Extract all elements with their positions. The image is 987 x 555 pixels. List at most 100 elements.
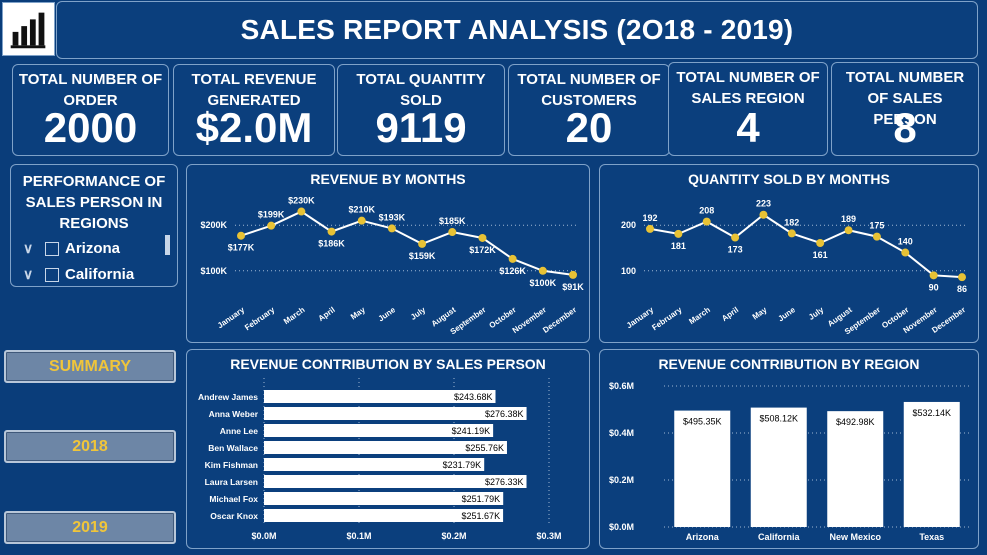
y-tick-label: Anne Lee — [220, 426, 259, 436]
kpi-value: 9119 — [375, 104, 467, 151]
title-bar: SALES REPORT ANALYSIS (2O18 - 2019) — [56, 1, 978, 59]
x-tick-label: December — [541, 305, 578, 335]
data-label: $276.38K — [485, 409, 524, 419]
report-logo-icon — [2, 2, 55, 56]
data-label: $251.67K — [462, 511, 501, 521]
data-point — [958, 273, 966, 282]
data-point — [929, 271, 938, 280]
x-tick-label: $0.2M — [441, 531, 466, 541]
data-label: 140 — [898, 237, 913, 247]
quantity-line-svg: 100200192January181February208March173Ap… — [621, 199, 968, 336]
data-label: $532.14K — [912, 408, 951, 418]
data-label: 175 — [869, 221, 884, 231]
chevron-down-icon[interactable]: ∨ — [23, 240, 34, 256]
y-tick-label: 200 — [621, 220, 636, 230]
y-tick-label: Anna Weber — [209, 409, 259, 419]
data-label: $199K — [258, 210, 285, 220]
kpi-card-salespersons: TOTAL NUMBER OF SALES PERSON 8 — [831, 62, 979, 156]
x-tick-label: July — [807, 305, 826, 322]
data-point — [538, 266, 547, 275]
revenue-by-months-chart: REVENUE BY MONTHS $100K $200K $177K January… — [186, 164, 590, 343]
data-label: $508.12K — [759, 414, 798, 424]
data-label: $193K — [379, 212, 406, 222]
x-tick-label: July — [409, 305, 428, 322]
x-tick-label: May — [751, 305, 769, 322]
data-label: $172K — [469, 245, 496, 255]
slicer-item-california[interactable]: ∨ California — [23, 266, 134, 283]
series-line — [649, 213, 963, 279]
kpi-card-orders: TOTAL NUMBER OF ORDER 2000 — [12, 64, 169, 156]
data-point — [787, 229, 796, 238]
kpi-value: 20 — [565, 104, 613, 151]
chart-title: QUANTITY SOLD BY MONTHS — [688, 171, 890, 187]
data-label: $230K — [288, 196, 315, 206]
data-label: 161 — [813, 250, 828, 260]
data-label: $241.19K — [452, 426, 491, 436]
bar — [903, 401, 960, 527]
data-label: 223 — [756, 199, 771, 209]
data-label: $91K — [562, 282, 584, 292]
kpi-card-regions: TOTAL NUMBER OF SALES REGION 4 — [668, 62, 828, 156]
bar — [827, 411, 884, 527]
kpi-card-customers: TOTAL NUMBER OF CUSTOMERS 20 — [508, 64, 670, 156]
bar — [264, 475, 527, 488]
year-2018-button[interactable]: 2018 — [4, 430, 176, 463]
data-label: $210K — [348, 205, 375, 215]
salesperson-bar-svg: $0.0M $0.1M $0.2M $0.3M Andrew James $243.68K… — [198, 378, 562, 541]
y-tick-label: Andrew James — [198, 392, 258, 402]
data-label: 86 — [957, 284, 967, 294]
data-point — [731, 233, 740, 242]
data-label: $495.35K — [683, 417, 722, 427]
year-2019-button[interactable]: 2019 — [4, 511, 176, 544]
x-tick-label: February — [650, 305, 684, 332]
page-title: SALES REPORT ANALYSIS (2O18 - 2019) — [240, 14, 794, 45]
y-tick-label: Oscar Knox — [210, 511, 258, 521]
kpi-value: 8 — [893, 104, 917, 151]
data-label: $100K — [530, 278, 557, 288]
kpi-value: 4 — [736, 104, 760, 151]
x-tick-label: $0.0M — [251, 531, 276, 541]
summary-button[interactable]: SUMMARY — [4, 350, 176, 383]
data-label: 189 — [841, 214, 856, 224]
data-label: $185K — [439, 216, 466, 226]
data-label: $492.98K — [836, 417, 875, 427]
data-point — [844, 226, 853, 235]
data-point — [357, 216, 366, 225]
kpi-label: TOTAL REVENUE GENERATED — [191, 71, 317, 109]
data-label: $159K — [409, 251, 436, 261]
data-label: $251.79K — [462, 494, 501, 504]
x-tick-label: California — [758, 532, 801, 542]
x-tick-label: Texas — [919, 532, 944, 542]
data-point — [508, 254, 517, 263]
bar — [750, 407, 807, 527]
data-label: 181 — [671, 241, 686, 251]
x-tick-label: June — [377, 305, 398, 323]
kpi-label: TOTAL NUMBER OF SALES REGION — [676, 69, 820, 107]
checkbox[interactable] — [45, 241, 59, 256]
data-point — [418, 239, 427, 248]
x-tick-label: Arizona — [686, 532, 720, 542]
data-point — [387, 224, 396, 233]
chart-title: REVENUE BY MONTHS — [310, 171, 466, 187]
chevron-down-icon[interactable]: ∨ — [23, 266, 34, 282]
y-tick-label: Ben Wallace — [208, 443, 258, 453]
kpi-label: TOTAL QUANTITY SOLD — [356, 71, 486, 109]
kpi-value: $2.0M — [195, 104, 313, 151]
x-tick-label: March — [687, 305, 712, 326]
data-label: 173 — [728, 245, 743, 255]
bar — [674, 410, 731, 527]
bar — [264, 492, 504, 505]
data-label: 182 — [784, 217, 799, 227]
y-tick-label: 100 — [621, 266, 636, 276]
checkbox[interactable] — [45, 267, 59, 282]
bar — [264, 390, 496, 403]
quantity-by-months-chart: QUANTITY SOLD BY MONTHS 100 200 192 January… — [599, 164, 979, 343]
data-label: $177K — [228, 243, 255, 253]
slicer-item-arizona[interactable]: ∨ Arizona — [23, 240, 120, 257]
kpi-card-revenue: TOTAL REVENUE GENERATED $2.0M — [173, 64, 335, 156]
slicer-scrollbar[interactable] — [165, 235, 170, 255]
bar — [264, 509, 504, 522]
kpi-value: 2000 — [43, 104, 138, 151]
x-tick-label: May — [349, 305, 367, 322]
kpi-label: TOTAL NUMBER OF ORDER — [18, 71, 163, 109]
